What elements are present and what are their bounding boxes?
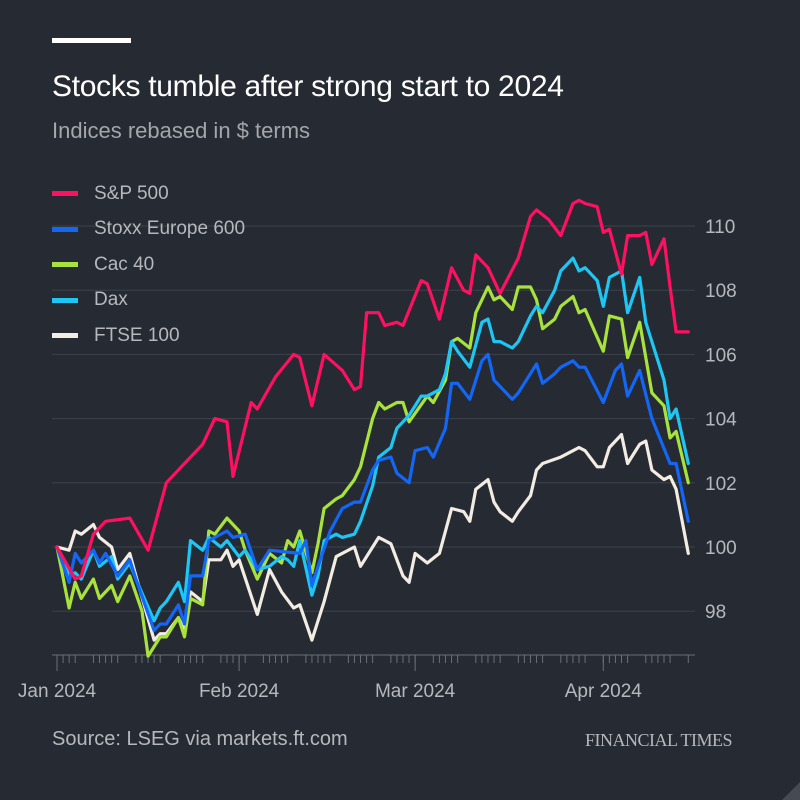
- legend-swatch: [52, 262, 78, 268]
- y-tick-label: 98: [705, 602, 726, 623]
- series-line-s-p-500: [55, 198, 690, 581]
- legend-label: Stoxx Europe 600: [94, 218, 246, 240]
- y-tick-label: 104: [705, 410, 737, 431]
- chart-title: Stocks tumble after strong start to 2024: [52, 70, 564, 103]
- header-rule: [52, 38, 131, 43]
- series-line-dax: [55, 256, 690, 623]
- y-tick-label: 100: [705, 538, 737, 559]
- chart-subtitle: Indices rebased in $ terms: [52, 118, 311, 143]
- legend-item: Stoxx Europe 600: [52, 212, 245, 248]
- legend-label: S&P 500: [94, 182, 169, 204]
- series-line-stoxx-europe-600: [55, 352, 690, 633]
- x-tick-label: Jan 2024: [18, 681, 97, 702]
- legend-swatch: [52, 333, 78, 339]
- legend-item: Dax: [52, 283, 245, 319]
- legend-swatch: [52, 226, 78, 232]
- y-tick-label: 102: [705, 474, 737, 495]
- x-tick-label: Apr 2024: [565, 681, 643, 702]
- legend-label: Cac 40: [94, 253, 155, 275]
- source-note: Source: LSEG via markets.ft.com: [52, 728, 348, 750]
- legend-item: S&P 500: [52, 176, 245, 212]
- legend-label: Dax: [94, 289, 128, 311]
- x-tick-label: Mar 2024: [375, 681, 456, 702]
- legend: S&P 500 Stoxx Europe 600 Cac 40 Dax FTSE 100: [52, 176, 245, 354]
- series-line-ftse-100: [55, 433, 690, 642]
- legend-swatch: [52, 191, 78, 197]
- y-tick-label: 108: [705, 281, 737, 302]
- legend-item: FTSE 100: [52, 318, 245, 354]
- corner-fold: [782, 782, 800, 800]
- legend-label: FTSE 100: [94, 324, 180, 346]
- legend-swatch: [52, 297, 78, 303]
- ft-logo: FINANCIAL TIMES: [585, 730, 733, 750]
- x-tick-label: Feb 2024: [199, 681, 280, 702]
- y-tick-label: 106: [705, 345, 737, 366]
- series-line-cac-40: [55, 285, 690, 658]
- legend-item: Cac 40: [52, 247, 245, 283]
- y-tick-label: 110: [705, 217, 735, 238]
